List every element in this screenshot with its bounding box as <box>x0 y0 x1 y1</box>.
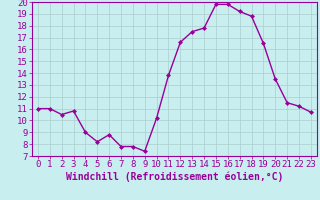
X-axis label: Windchill (Refroidissement éolien,°C): Windchill (Refroidissement éolien,°C) <box>66 172 283 182</box>
